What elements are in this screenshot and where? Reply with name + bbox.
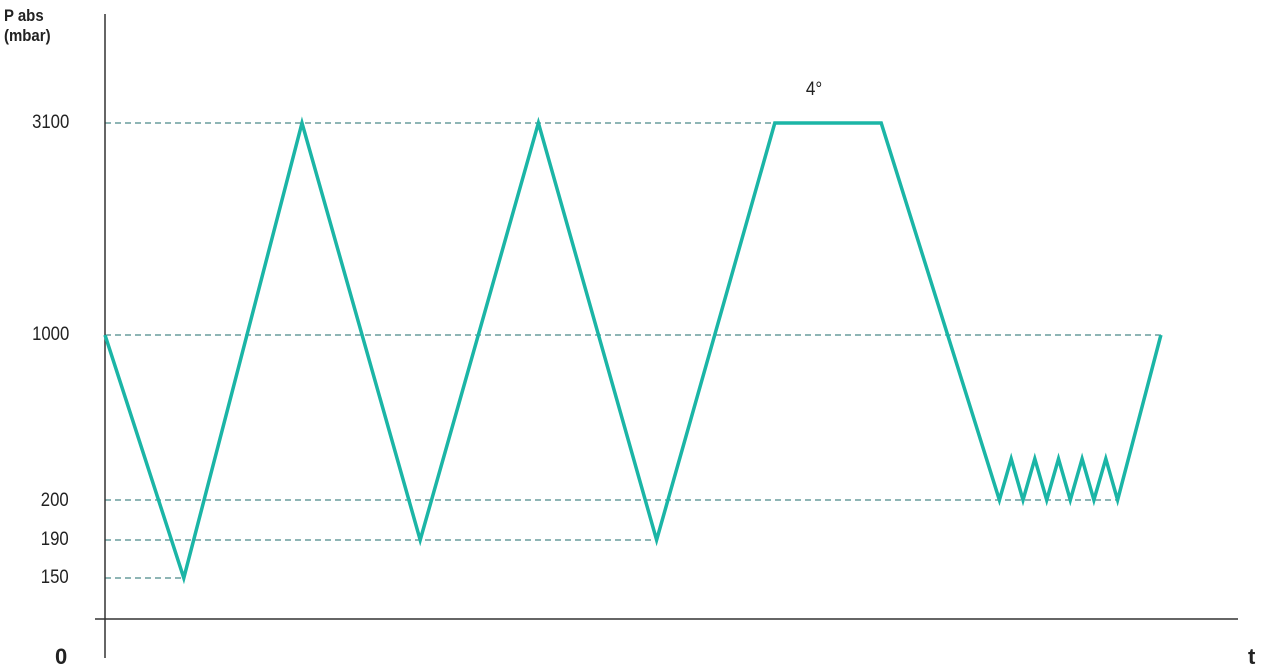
y-tick-label-190: 190 <box>41 529 69 550</box>
x-axis-label: t <box>1248 644 1256 669</box>
y-axis-label-line1: P abs <box>4 6 44 25</box>
pressure-curve <box>103 116 1163 585</box>
origin-label: 0 <box>55 644 68 669</box>
y-tick-label-3100: 3100 <box>31 112 69 133</box>
y-tick-label-1000: 1000 <box>31 324 69 345</box>
y-tick-label-150: 150 <box>41 567 69 588</box>
y-tick-label-200: 200 <box>41 490 69 511</box>
plateau-annotation: 4° <box>805 79 823 100</box>
y-axis-label-line2: (mbar) <box>4 26 51 45</box>
